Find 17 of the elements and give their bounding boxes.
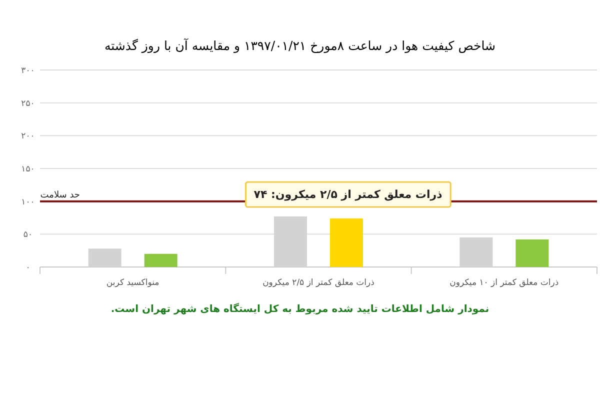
text: نمودار شامل اطلاعات تایید شده مربوط به کل ایستگاه های شهر تهران است. [110,302,490,315]
annotation: ذرات معلق کمتر از ۲/۵ میکرون: ۷۴ [254,188,443,201]
chart-title: شاخص کیفیت هوا در ساعت ۸مورخ ۱۳۹۷/۰۱/۲۱ و مقایسه آن با روز گذشته [104,38,496,54]
y-tick-label: ۱۵۰ [21,164,35,174]
bar [330,218,363,267]
y-tick-label: ۵۰ [23,230,33,240]
y-tick-label: ۱۰۰ [21,197,35,208]
y-tick-label: ۰ [26,263,30,273]
bar [144,254,178,267]
y-tick-label: ۲۵۰ [21,98,35,109]
x-tick-label: ذرات معلق کمتر از ۱۰ میکرون [450,278,559,288]
ref-line-label: حد سلامت [40,190,80,200]
x-tick-label: ذرات معلق کمتر از ۲/۵ میکرون [262,278,375,288]
y-tick-label: ۲۰۰ [21,132,35,142]
bar [516,239,549,267]
y-tick-label: ۳۰۰ [21,66,35,76]
x-tick-label: منواکسید کربن [106,278,160,288]
